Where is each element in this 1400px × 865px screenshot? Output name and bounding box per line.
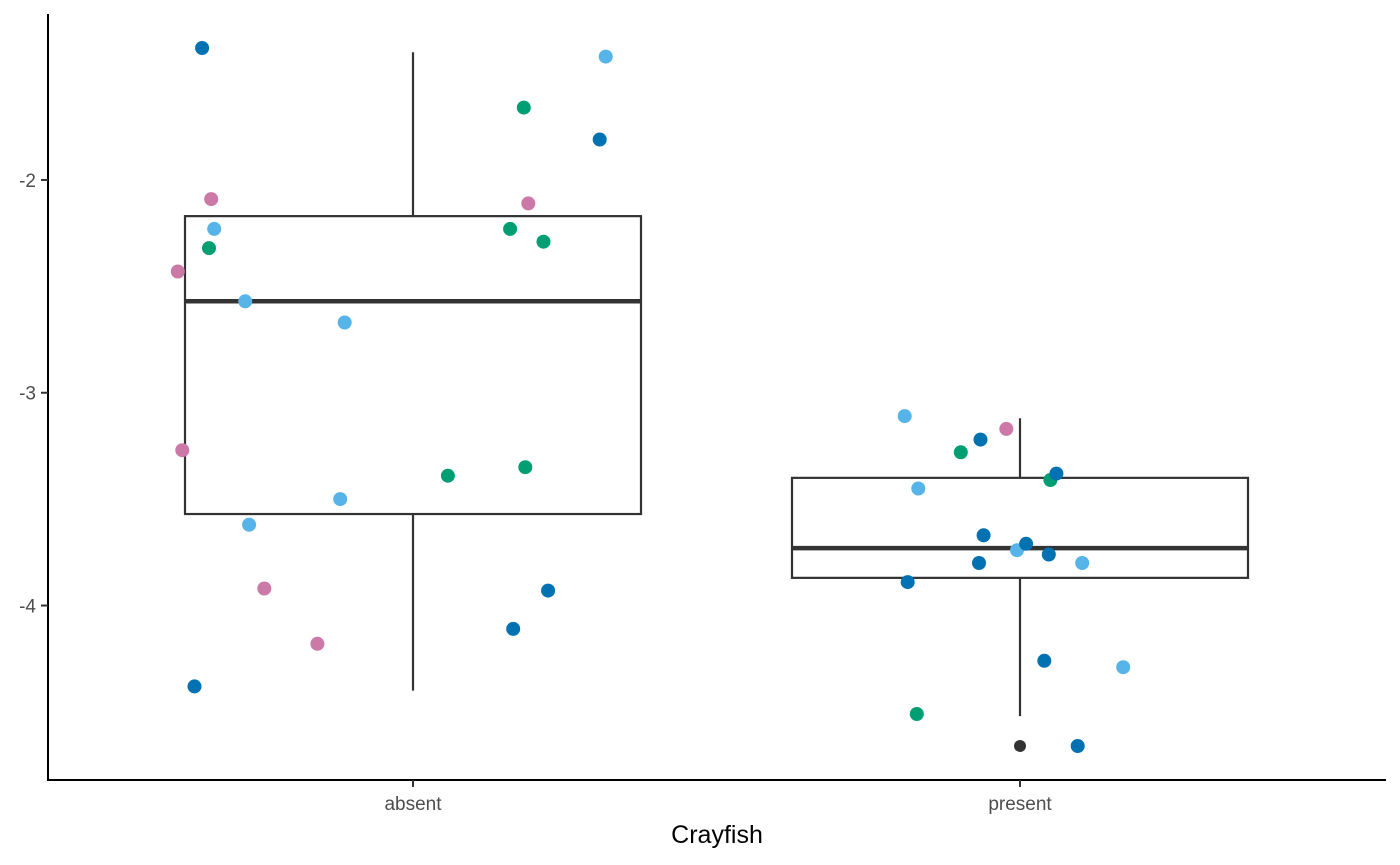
- data-point: [516, 100, 531, 115]
- y-tick-label: -2: [19, 171, 36, 192]
- data-point: [207, 221, 222, 236]
- data-point: [503, 221, 518, 236]
- data-point: [1019, 536, 1034, 551]
- data-point: [911, 481, 926, 496]
- data-point: [310, 636, 325, 651]
- y-tick-label: -4: [19, 597, 36, 618]
- data-point: [598, 49, 613, 64]
- data-point: [900, 575, 915, 590]
- points-layer: [170, 41, 1131, 753]
- data-point: [541, 583, 556, 598]
- data-point: [521, 196, 536, 211]
- data-point: [195, 41, 210, 55]
- data-point: [1070, 739, 1085, 753]
- data-point: [976, 528, 991, 543]
- box-present: [790, 418, 1250, 752]
- data-point: [1116, 660, 1131, 675]
- data-point: [175, 443, 190, 458]
- data-point: [1041, 547, 1056, 562]
- data-point: [202, 241, 216, 256]
- data-point: [972, 556, 986, 570]
- box-outlier: [1014, 739, 1026, 752]
- data-point: [909, 707, 924, 721]
- data-point: [518, 460, 533, 475]
- data-point: [337, 315, 352, 330]
- data-point: [242, 517, 257, 532]
- data-point: [1075, 556, 1090, 570]
- box-body: [183, 215, 643, 516]
- data-point: [592, 132, 607, 147]
- data-point: [204, 192, 219, 207]
- box-absent: [183, 52, 643, 691]
- y-tick-label: -3: [19, 384, 36, 405]
- data-point: [187, 679, 202, 694]
- data-point: [506, 621, 521, 636]
- data-point: [973, 432, 988, 447]
- data-point: [257, 581, 272, 596]
- x-axis-title: Crayfish: [671, 821, 763, 849]
- ticks-layer: -2 -3 -4 absent present: [19, 171, 1052, 815]
- data-point: [1049, 466, 1064, 481]
- box-body: [790, 476, 1250, 579]
- data-point: [999, 421, 1014, 436]
- data-point: [953, 445, 968, 460]
- x-tick-label: absent: [384, 794, 442, 815]
- data-point: [536, 234, 551, 249]
- data-point: [333, 492, 348, 507]
- boxes-layer: [183, 52, 1250, 752]
- data-point: [238, 294, 253, 309]
- data-point: [897, 409, 912, 424]
- axes-layer: [47, 14, 1386, 781]
- x-tick-label: present: [988, 794, 1052, 815]
- data-point: [170, 264, 185, 279]
- data-point: [440, 468, 455, 483]
- data-point: [1037, 653, 1052, 668]
